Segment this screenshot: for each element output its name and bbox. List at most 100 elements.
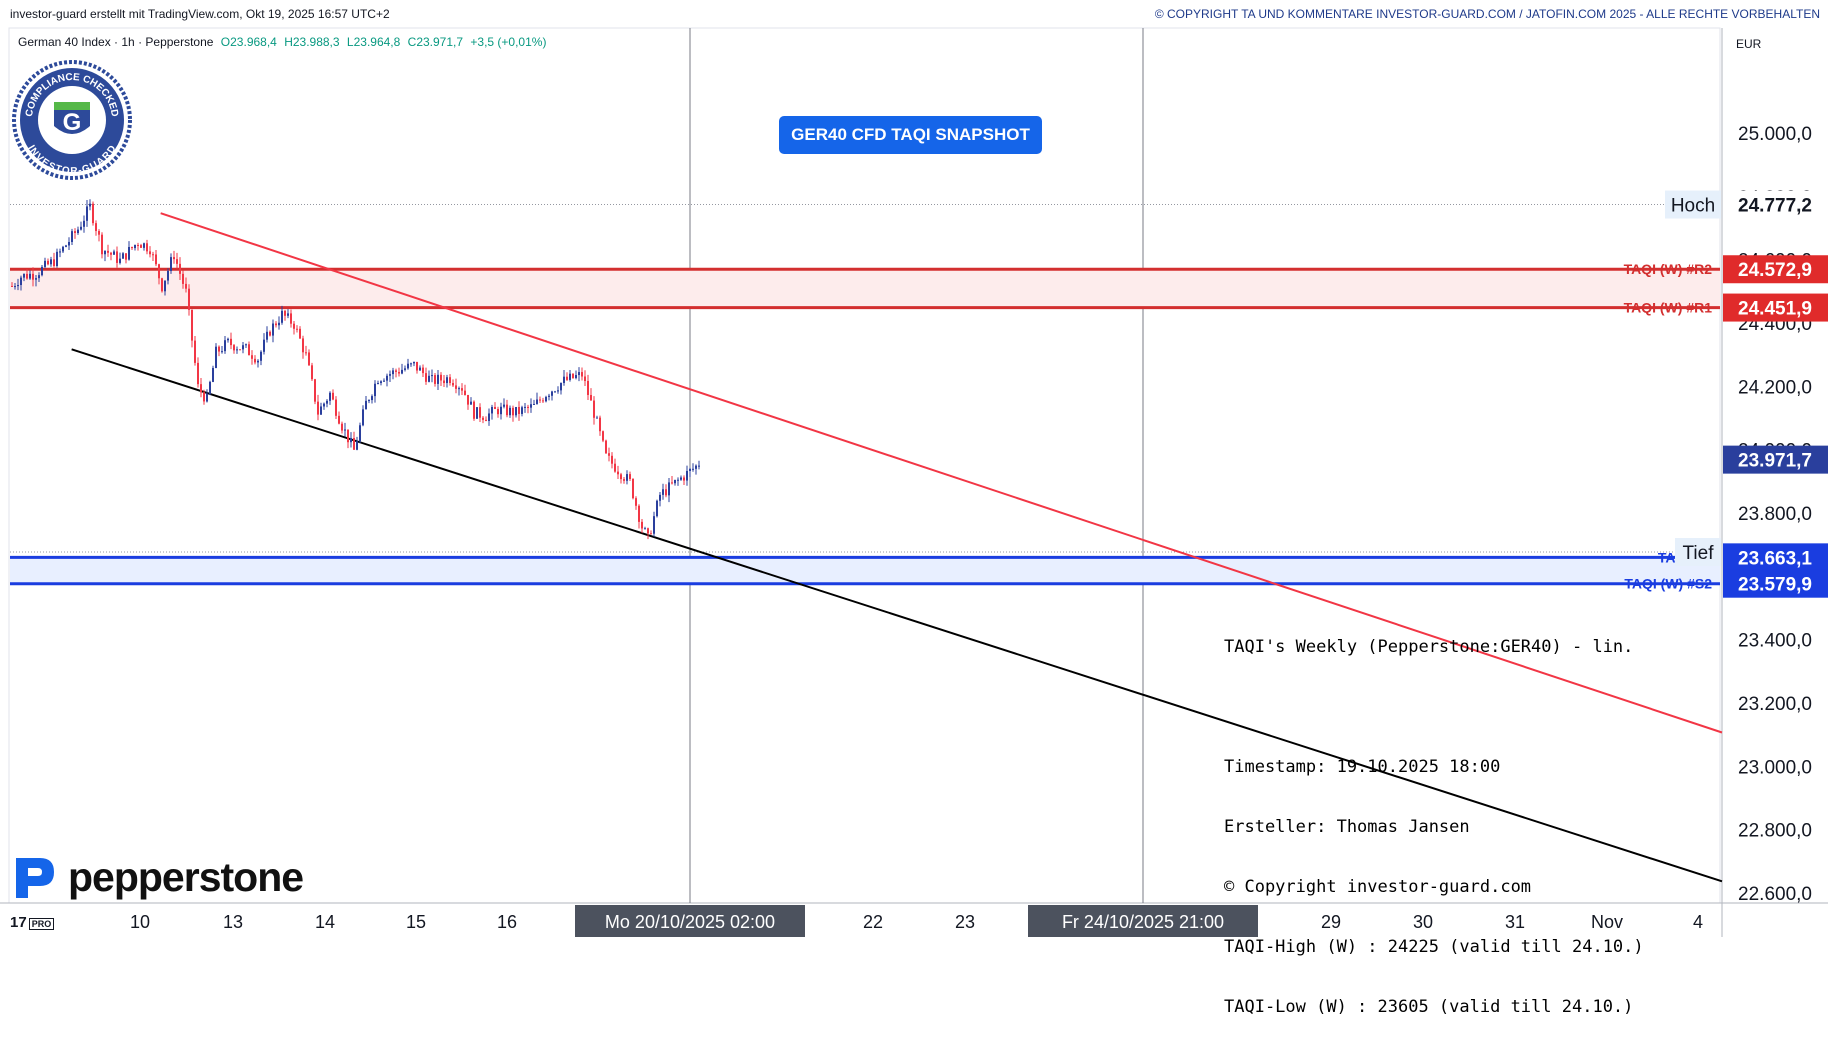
candle-body: [569, 373, 571, 380]
candle-body: [458, 388, 460, 390]
legend-close: C23.971,7: [407, 35, 464, 49]
candle-body: [239, 349, 241, 351]
y-tick-label: 23.400,0: [1738, 631, 1812, 652]
candle-body: [476, 407, 478, 419]
candle-body: [617, 471, 619, 475]
hoch-label: Hoch: [1671, 196, 1715, 217]
candle-body: [254, 358, 256, 363]
candle-body: [395, 370, 397, 372]
candle-body: [425, 373, 427, 382]
level-price-tag: 23.579,9: [1738, 575, 1812, 596]
candle-body: [596, 417, 598, 419]
candle-body: [263, 339, 265, 352]
tv-mark: 17: [10, 914, 27, 931]
candle-body: [86, 206, 88, 221]
candle-body: [671, 482, 673, 484]
candle-body: [662, 489, 664, 495]
candle-body: [575, 375, 577, 379]
candle-body: [197, 362, 199, 385]
candle-body: [689, 468, 691, 471]
tradingview-logo: 17 PRO: [10, 914, 55, 931]
candle-body: [653, 516, 655, 534]
candle-body: [131, 246, 133, 249]
candle-body: [380, 381, 382, 384]
candle-body: [191, 309, 193, 341]
candle-body: [11, 286, 13, 287]
candle-body: [134, 244, 136, 249]
candle-body: [461, 388, 463, 391]
y-tick-label: 22.800,0: [1738, 821, 1812, 842]
candle-body: [407, 363, 409, 369]
candle-body: [92, 203, 94, 224]
candle-body: [566, 376, 568, 380]
candle-body: [605, 440, 607, 454]
candle-body: [410, 363, 412, 365]
top-bar: investor-guard erstellt mit TradingView.…: [0, 0, 1828, 28]
candle-body: [641, 521, 643, 529]
candle-body: [311, 365, 313, 380]
candle-body: [179, 263, 181, 274]
candle-body: [470, 401, 472, 405]
legend-change: +3,5 (+0,01%): [470, 35, 547, 49]
candle-body: [623, 479, 625, 481]
symbol-legend: German 40 Index · 1h · Pepperstone O23.9…: [18, 35, 546, 49]
candle-body: [422, 367, 424, 374]
candle-body: [110, 252, 112, 255]
tief-label-bg: [1675, 538, 1721, 567]
candle-body: [485, 419, 487, 421]
info-line: TAQI-Low (W) : 23605 (valid till 24.10.): [1224, 997, 1634, 1017]
candle-body: [686, 470, 688, 481]
candle-body: [500, 406, 502, 415]
level-price-tag-bg: [1723, 255, 1828, 284]
x-tick-label: Fr 24/10/2025 21:00: [1062, 912, 1224, 932]
candle-body: [344, 429, 346, 431]
candle-body: [236, 349, 238, 351]
info-line: TAQI's Weekly (Pepperstone:GER40) - lin.: [1224, 637, 1634, 657]
candle-body: [446, 377, 448, 384]
y-tick-label: 25.000,0: [1738, 124, 1812, 145]
candle-body: [50, 259, 52, 265]
candle-body: [638, 505, 640, 522]
candle-body: [536, 399, 538, 404]
pepperstone-p-icon: [16, 858, 54, 898]
candle-body: [539, 399, 541, 401]
candle-body: [149, 251, 151, 255]
candle-body: [143, 243, 145, 248]
candle-body: [692, 468, 694, 470]
info-line: Timestamp: 19.10.2025 18:00: [1224, 757, 1501, 777]
candle-body: [299, 328, 301, 339]
candle-body: [272, 323, 274, 336]
candle-body: [350, 438, 352, 443]
candle-body: [440, 374, 442, 381]
candle-body: [419, 367, 421, 371]
snapshot-button[interactable]: GER40 CFD TAQI SNAPSHOT: [779, 116, 1042, 154]
candle-body: [275, 323, 277, 326]
candle-body: [23, 273, 25, 278]
candle-body: [398, 371, 400, 374]
last-price-tag: 23.971,7: [1738, 451, 1812, 472]
candle-body: [416, 361, 418, 371]
x-tick-label: 4: [1693, 912, 1703, 932]
candle-body: [389, 374, 391, 376]
candle-body: [53, 259, 55, 266]
candle-body: [32, 273, 34, 280]
candle-body: [323, 403, 325, 407]
trend-line: [71, 348, 1723, 883]
candle-body: [587, 380, 589, 395]
candle-body: [224, 340, 226, 352]
candle-body: [278, 322, 280, 326]
candle-body: [533, 403, 535, 405]
candle-body: [674, 479, 676, 484]
candle-body: [614, 463, 616, 472]
candle-body: [644, 528, 646, 530]
x-tick-label: 14: [315, 912, 335, 932]
candle-body: [404, 368, 406, 370]
legend-low: L23.964,8: [346, 35, 401, 49]
x-tick-label: 15: [406, 912, 426, 932]
candle-body: [305, 352, 307, 354]
candle-body: [545, 396, 547, 402]
level-price-tag: 24.451,9: [1738, 299, 1812, 320]
candle-body: [626, 474, 628, 481]
candle-body: [284, 310, 286, 316]
